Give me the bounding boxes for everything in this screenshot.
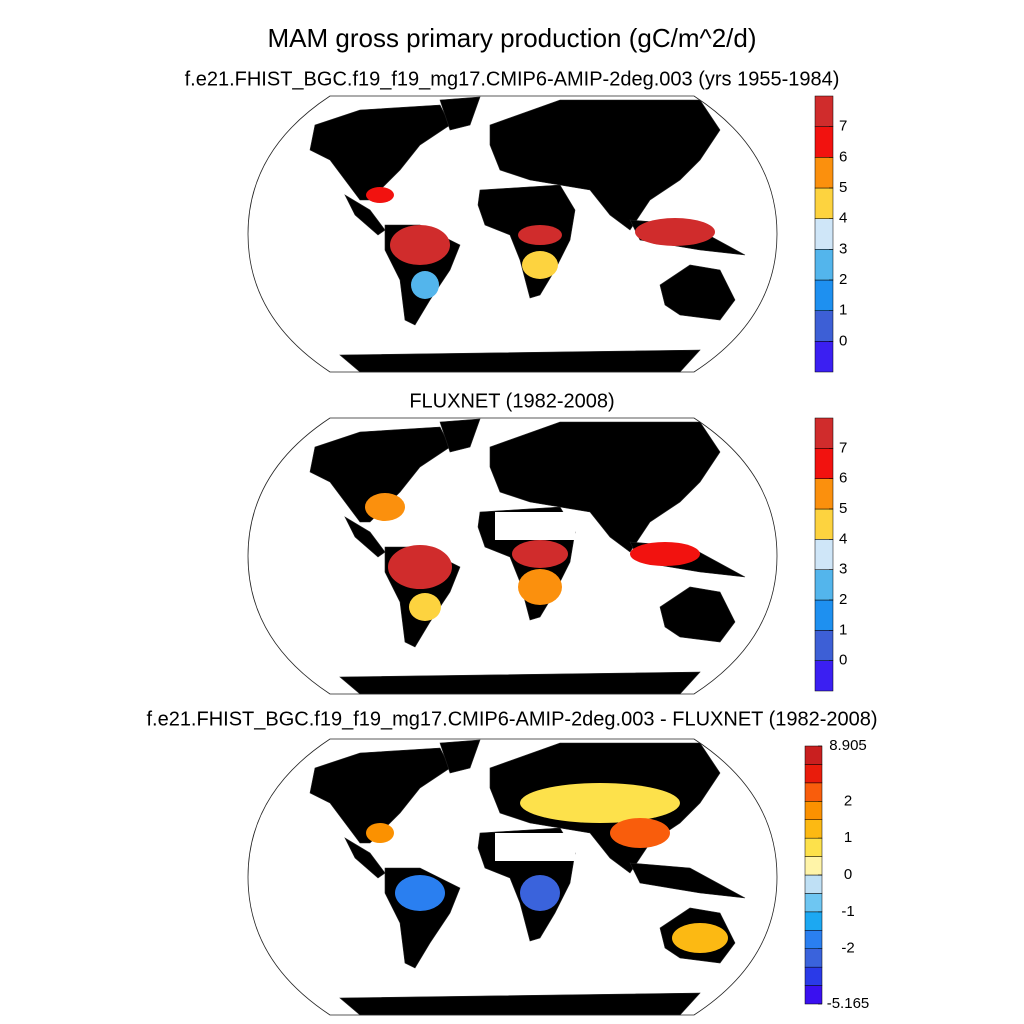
colorbar-segment xyxy=(814,599,834,631)
colorbar-label: 4 xyxy=(839,210,847,227)
colorbar-segment xyxy=(804,837,823,857)
colorbar-segment xyxy=(804,764,823,784)
colorbar-segment xyxy=(814,417,834,449)
colorbar-segment xyxy=(814,508,834,540)
colorbar-segment xyxy=(804,745,823,765)
colorbar-label: 0 xyxy=(844,866,852,883)
colorbar-label: 1 xyxy=(839,621,847,638)
colorbar-segment xyxy=(804,893,823,913)
colorbar-segment xyxy=(814,448,834,479)
colorbar-segment xyxy=(814,660,834,692)
colorbar-label: 5 xyxy=(839,179,847,196)
colorbar-label: 6 xyxy=(839,470,847,487)
colorbar-segment xyxy=(814,218,834,250)
colorbar-label: -5.165 xyxy=(827,995,870,1012)
map xyxy=(247,738,778,1016)
colorbar-segment xyxy=(814,539,834,570)
colorbar-label: 2 xyxy=(839,271,847,288)
colorbar-segment xyxy=(804,819,823,839)
colorbar-segment xyxy=(814,569,834,601)
colorbar-segment xyxy=(814,187,834,219)
colorbar-segment xyxy=(814,478,834,510)
colorbar-label: 4 xyxy=(839,530,847,547)
colorbar-segment xyxy=(804,911,823,931)
colorbar-segment xyxy=(814,126,834,158)
colorbar-segment xyxy=(804,985,823,1005)
colorbar-label: 2 xyxy=(844,792,852,809)
colorbar-label: 7 xyxy=(839,118,847,135)
panel-title: f.e21.FHIST_BGC.f19_f19_mg17.CMIP6-AMIP-… xyxy=(146,708,877,730)
colorbar-label: 8.905 xyxy=(829,737,867,754)
colorbar-segment xyxy=(814,310,834,342)
colorbar-label: 2 xyxy=(839,591,847,608)
colorbar-label: 5 xyxy=(839,500,847,517)
colorbar-label: 3 xyxy=(839,561,847,578)
colorbar-label: 0 xyxy=(839,332,847,349)
figure-title: MAM gross primary production (gC/m^2/d) xyxy=(268,23,757,53)
colorbar-label: -1 xyxy=(841,903,854,920)
colorbar-segment xyxy=(814,630,834,661)
colorbar-label: -2 xyxy=(841,940,854,957)
colorbar-segment xyxy=(804,874,823,894)
colorbar-segment xyxy=(814,341,834,373)
colorbar-segment xyxy=(814,157,834,189)
colorbar-segment xyxy=(804,801,823,820)
colorbar-label: 3 xyxy=(839,240,847,257)
map xyxy=(247,417,778,695)
colorbar-segment xyxy=(804,930,823,949)
colorbar-label: 0 xyxy=(839,652,847,669)
colorbar-segment xyxy=(814,249,834,281)
colorbar-label: 7 xyxy=(839,439,847,456)
colorbar-label: 1 xyxy=(839,302,847,319)
panel-title: FLUXNET (1982-2008) xyxy=(409,390,614,412)
colorbar-segment xyxy=(804,856,823,876)
colorbar-segment xyxy=(804,782,823,802)
colorbar-label: 1 xyxy=(844,829,852,846)
colorbar-segment xyxy=(804,948,823,968)
panel-title: f.e21.FHIST_BGC.f19_f19_mg17.CMIP6-AMIP-… xyxy=(185,68,840,90)
map xyxy=(247,95,778,373)
colorbar-segment xyxy=(814,95,834,127)
colorbar-segment xyxy=(814,279,834,311)
colorbar-label: 6 xyxy=(839,148,847,165)
colorbar-segment xyxy=(804,966,823,986)
